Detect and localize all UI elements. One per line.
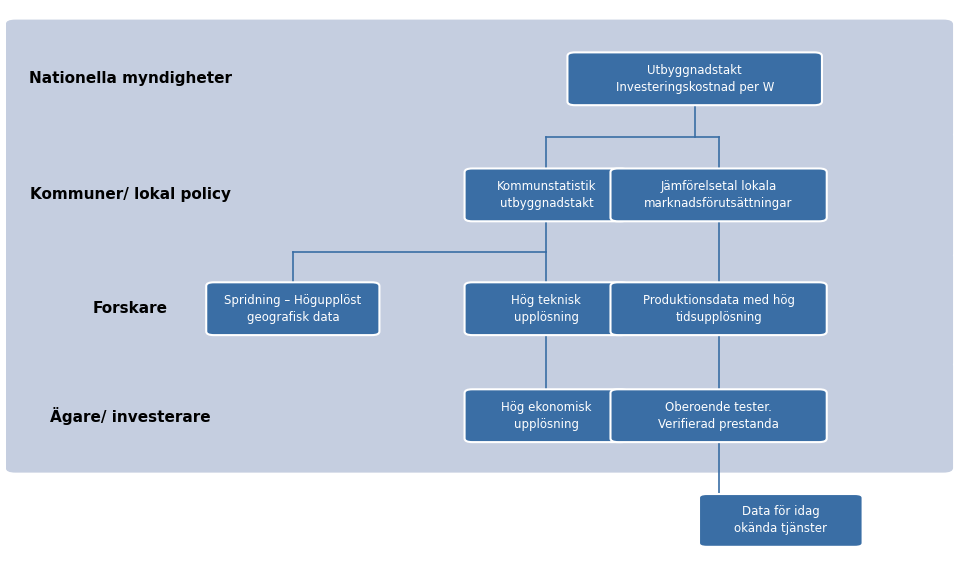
Text: Jämförelsetal lokala
marknadsförutsättningar: Jämförelsetal lokala marknadsförutsättni… [644, 180, 792, 210]
Text: Hög teknisk
upplösning: Hög teknisk upplösning [512, 294, 581, 324]
FancyBboxPatch shape [6, 20, 953, 138]
Text: Kommuner/ lokal policy: Kommuner/ lokal policy [30, 188, 230, 202]
Text: Hög ekonomisk
upplösning: Hög ekonomisk upplösning [501, 401, 592, 431]
Text: Forskare: Forskare [93, 301, 168, 316]
FancyBboxPatch shape [6, 252, 953, 368]
Text: Oberoende tester.
Verifierad prestanda: Oberoende tester. Verifierad prestanda [658, 401, 779, 431]
FancyBboxPatch shape [465, 282, 629, 335]
FancyBboxPatch shape [568, 52, 822, 105]
FancyBboxPatch shape [465, 389, 629, 442]
Text: Data för idag
okända tjänster: Data för idag okända tjänster [735, 505, 827, 536]
Text: Ägare/ investerare: Ägare/ investerare [50, 407, 210, 425]
FancyBboxPatch shape [465, 168, 629, 221]
Text: Nationella myndigheter: Nationella myndigheter [29, 71, 231, 87]
FancyBboxPatch shape [610, 168, 827, 221]
FancyBboxPatch shape [610, 389, 827, 442]
Text: Kommunstatistik
utbyggnadstakt: Kommunstatistik utbyggnadstakt [496, 180, 596, 210]
FancyBboxPatch shape [6, 131, 953, 259]
Text: Utbyggnadstakt
Investeringskostnad per W: Utbyggnadstakt Investeringskostnad per W [615, 64, 774, 94]
FancyBboxPatch shape [6, 361, 953, 472]
FancyBboxPatch shape [206, 282, 380, 335]
FancyBboxPatch shape [610, 282, 827, 335]
Text: Spridning – Högupplöst
geografisk data: Spridning – Högupplöst geografisk data [225, 294, 362, 324]
Text: Produktionsdata med hög
tidsupplösning: Produktionsdata med hög tidsupplösning [643, 294, 794, 324]
FancyBboxPatch shape [699, 494, 863, 547]
